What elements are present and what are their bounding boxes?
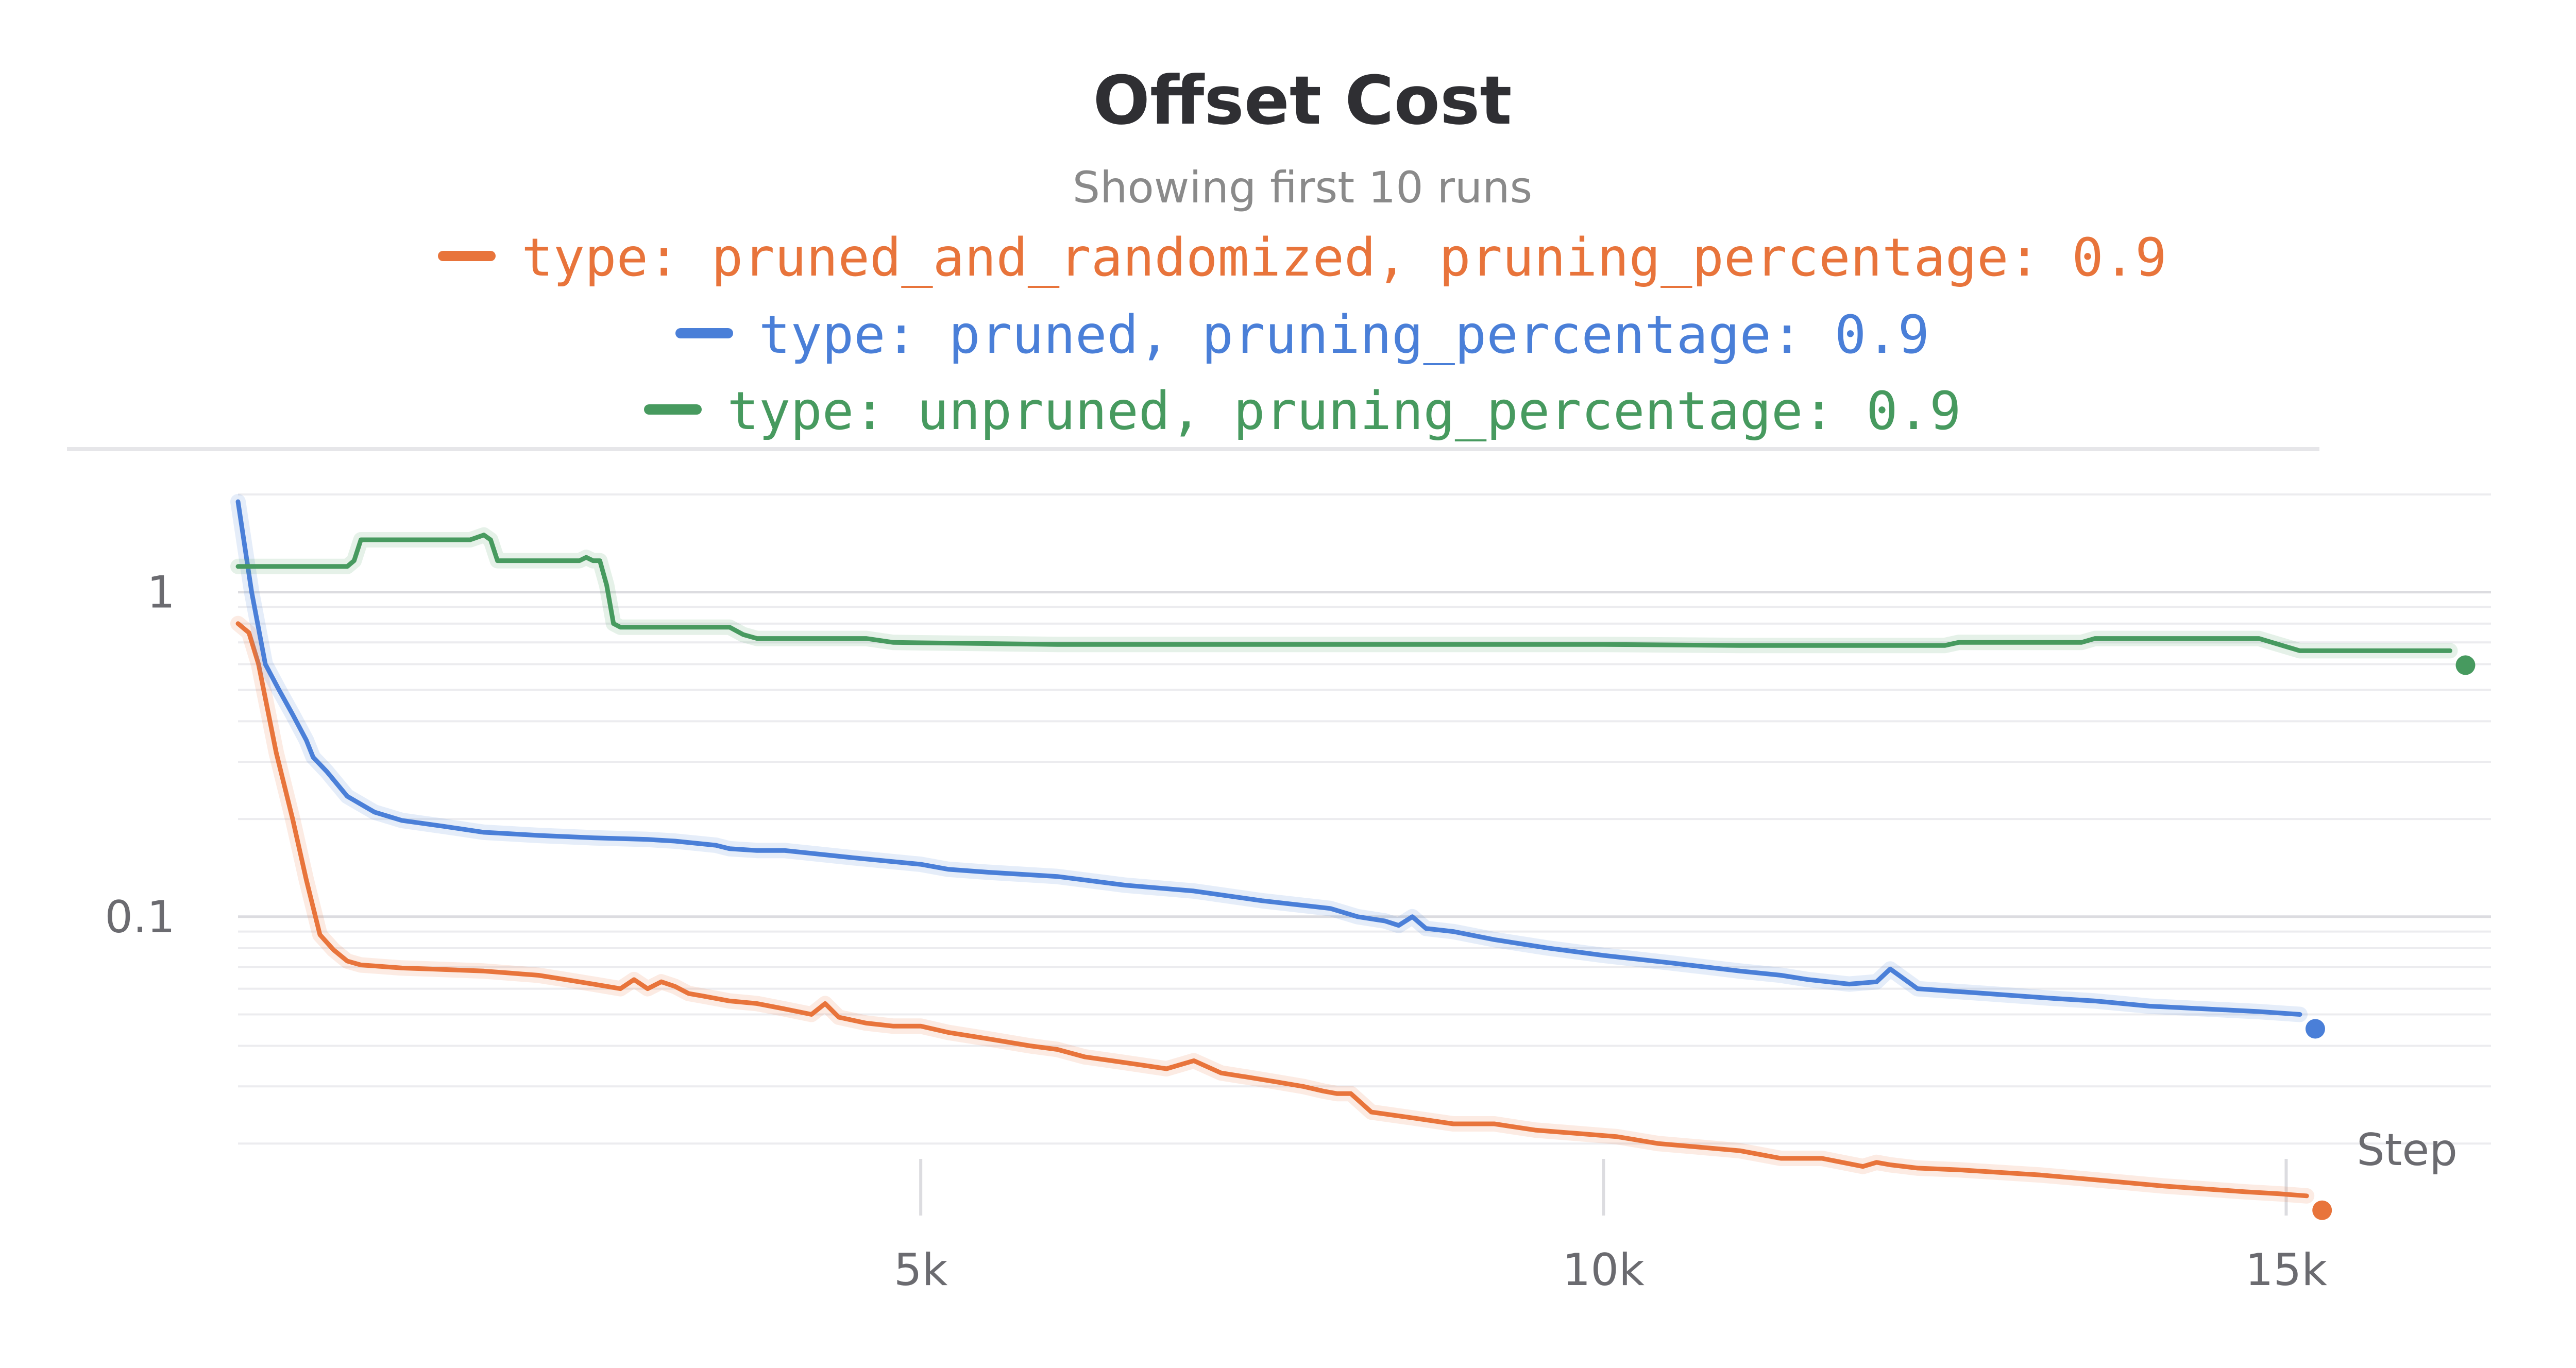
series-endpoint-0[interactable] bbox=[2312, 1200, 2332, 1220]
legend-entry-pruned-and-randomized[interactable]: type: pruned_and_randomized, pruning_per… bbox=[0, 232, 2576, 284]
x-axis-ticks: 5k 10k 15k bbox=[894, 1159, 2327, 1296]
series-band-1 bbox=[230, 494, 2308, 1022]
grid-lines bbox=[238, 493, 2491, 1145]
x-tick-label: 10k bbox=[1563, 1244, 1645, 1296]
x-axis-label: Step bbox=[2357, 1124, 2458, 1176]
legend-swatch-orange bbox=[438, 250, 496, 261]
legend-swatch-green bbox=[643, 404, 702, 415]
series-band-0 bbox=[230, 615, 2315, 1204]
x-tick-label: 5k bbox=[894, 1244, 948, 1296]
legend-divider bbox=[67, 447, 2319, 451]
legend-label: type: pruned, pruning_percentage: 0.9 bbox=[758, 304, 1930, 366]
series-lines bbox=[230, 494, 2476, 1220]
series-line-1[interactable] bbox=[235, 499, 2302, 1017]
x-tick-label: 15k bbox=[2245, 1244, 2327, 1296]
chart-title: Offset Cost bbox=[1093, 61, 1512, 140]
legend-label: type: unpruned, pruning_percentage: 0.9 bbox=[727, 381, 1961, 442]
series-endpoint-2[interactable] bbox=[2455, 655, 2476, 675]
legend-swatch-blue bbox=[675, 328, 733, 338]
y-tick-label: 1 bbox=[147, 567, 175, 619]
legend-entry-unpruned[interactable]: type: unpruned, pruning_percentage: 0.9 bbox=[0, 385, 2576, 438]
chart-subtitle: Showing first 10 runs bbox=[1072, 162, 1533, 213]
legend-entry-pruned[interactable]: type: pruned, pruning_percentage: 0.9 bbox=[0, 309, 2576, 362]
series-line-0[interactable] bbox=[235, 621, 2309, 1199]
series-line-2[interactable] bbox=[235, 533, 2452, 653]
y-tick-label: 0.1 bbox=[105, 892, 175, 943]
legend-label: type: pruned_and_randomized, pruning_per… bbox=[521, 227, 2167, 288]
y-axis-ticks: 10.1 bbox=[105, 567, 175, 943]
series-endpoint-1[interactable] bbox=[2305, 1019, 2325, 1039]
